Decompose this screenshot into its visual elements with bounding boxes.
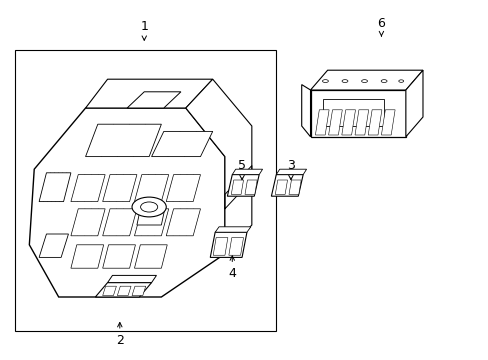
Polygon shape: [95, 283, 151, 297]
Bar: [322, 99, 383, 126]
Polygon shape: [213, 238, 227, 255]
Polygon shape: [227, 175, 259, 196]
Polygon shape: [102, 245, 135, 268]
Polygon shape: [275, 180, 287, 194]
Ellipse shape: [341, 80, 347, 82]
Polygon shape: [185, 79, 251, 254]
Text: 1: 1: [140, 21, 148, 40]
Polygon shape: [102, 209, 137, 236]
Polygon shape: [166, 209, 200, 236]
Polygon shape: [134, 175, 168, 202]
Polygon shape: [310, 90, 405, 137]
Polygon shape: [328, 110, 342, 135]
Polygon shape: [341, 110, 355, 135]
Polygon shape: [127, 92, 181, 108]
Polygon shape: [134, 245, 167, 268]
Polygon shape: [102, 286, 116, 296]
Text: 4: 4: [228, 256, 236, 280]
Polygon shape: [288, 180, 301, 194]
Polygon shape: [405, 70, 422, 137]
Polygon shape: [301, 85, 310, 137]
Ellipse shape: [132, 197, 166, 217]
Polygon shape: [367, 110, 381, 135]
Polygon shape: [117, 286, 131, 296]
Polygon shape: [71, 245, 103, 268]
Polygon shape: [271, 175, 303, 196]
Polygon shape: [231, 180, 243, 194]
Ellipse shape: [398, 80, 403, 82]
Polygon shape: [39, 173, 71, 202]
Ellipse shape: [141, 202, 157, 212]
Ellipse shape: [361, 80, 367, 82]
Polygon shape: [29, 108, 224, 297]
Text: 5: 5: [238, 159, 245, 180]
Polygon shape: [315, 110, 328, 135]
Ellipse shape: [381, 80, 386, 82]
Polygon shape: [85, 79, 212, 108]
Polygon shape: [39, 234, 68, 257]
Polygon shape: [166, 175, 200, 202]
Polygon shape: [381, 110, 394, 135]
Polygon shape: [228, 238, 243, 255]
Polygon shape: [244, 180, 257, 194]
Text: 3: 3: [286, 159, 294, 180]
Bar: [15, 50, 276, 331]
Polygon shape: [71, 175, 105, 202]
Polygon shape: [151, 131, 212, 157]
Polygon shape: [310, 70, 422, 90]
Polygon shape: [85, 124, 161, 157]
Polygon shape: [137, 209, 164, 225]
Polygon shape: [276, 169, 306, 175]
Polygon shape: [354, 110, 368, 135]
Ellipse shape: [322, 80, 328, 82]
Polygon shape: [215, 227, 250, 232]
Polygon shape: [132, 286, 145, 296]
Text: 2: 2: [116, 323, 123, 347]
Polygon shape: [107, 275, 156, 283]
Polygon shape: [134, 209, 168, 236]
Polygon shape: [102, 175, 137, 202]
Polygon shape: [232, 169, 262, 175]
Polygon shape: [71, 209, 105, 236]
Text: 6: 6: [377, 17, 385, 36]
Polygon shape: [210, 232, 246, 257]
